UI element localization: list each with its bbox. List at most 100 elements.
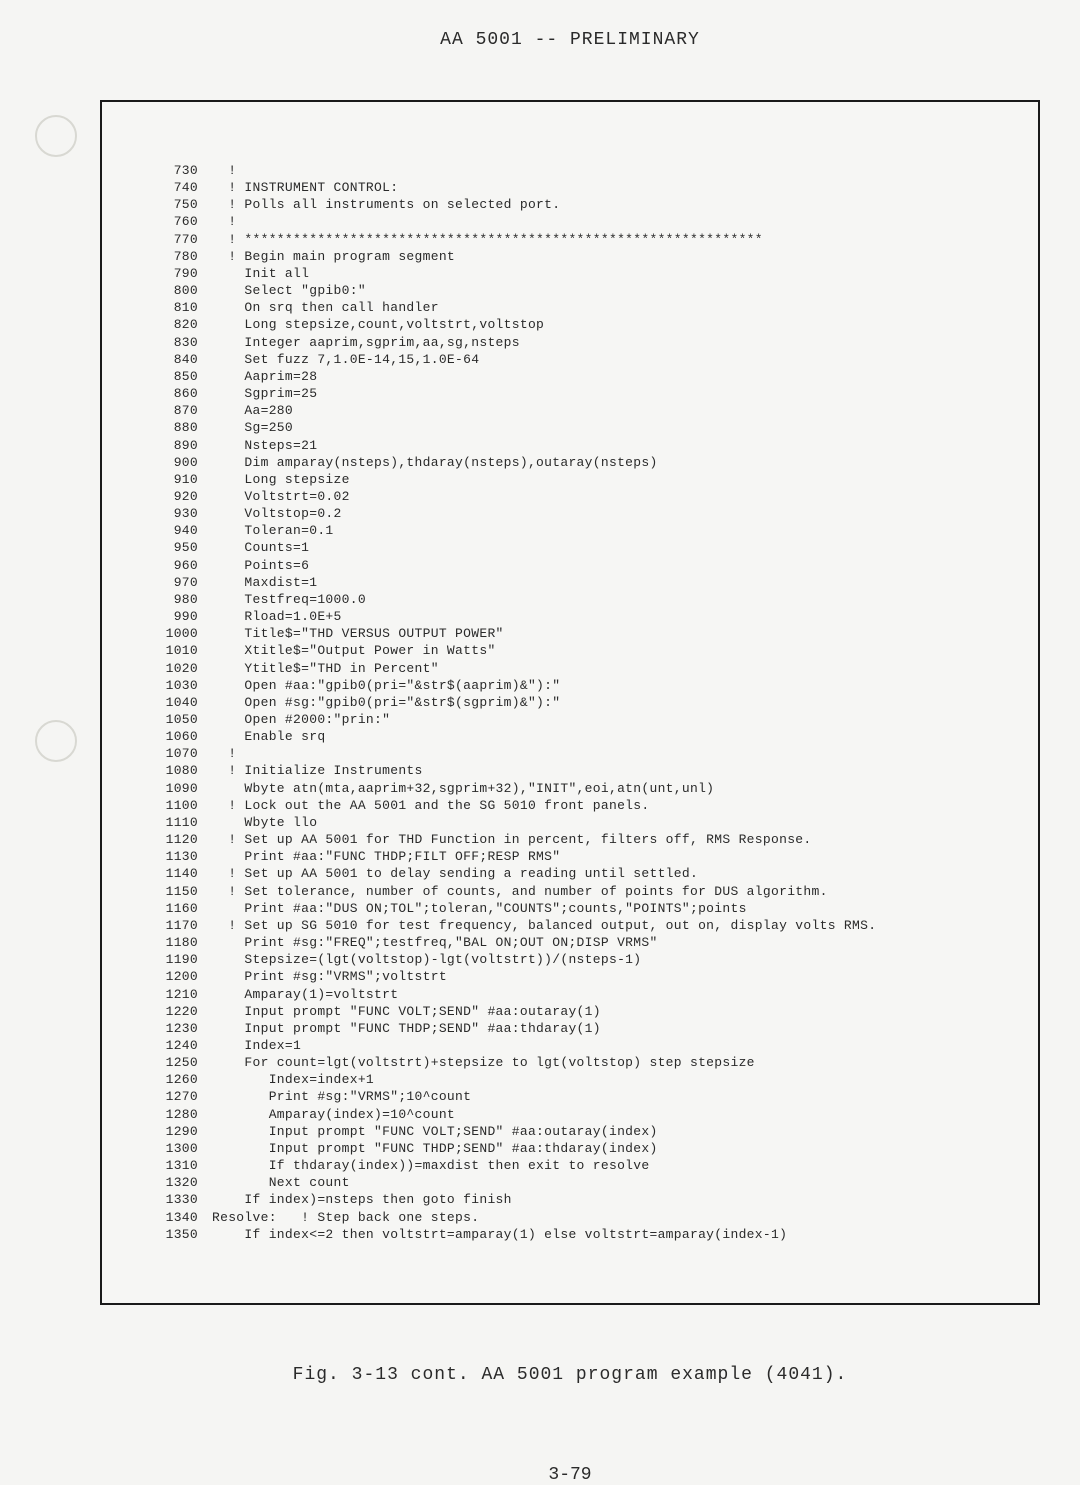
line-number: 900 xyxy=(152,454,212,471)
line-number: 970 xyxy=(152,574,212,591)
line-code: Resolve: ! Step back one steps. xyxy=(212,1209,998,1226)
line-code: ! xyxy=(212,213,998,230)
line-number: 1250 xyxy=(152,1054,212,1071)
code-line: 980 Testfreq=1000.0 xyxy=(152,591,998,608)
code-line: 1270 Print #sg:"VRMS";10^count xyxy=(152,1088,998,1105)
code-line: 1150 ! Set tolerance, number of counts, … xyxy=(152,883,998,900)
code-line: 1080 ! Initialize Instruments xyxy=(152,762,998,779)
line-code: Long stepsize xyxy=(212,471,998,488)
code-line: 770 ! **********************************… xyxy=(152,231,998,248)
code-line: 880 Sg=250 xyxy=(152,419,998,436)
code-line: 1180 Print #sg:"FREQ";testfreq,"BAL ON;O… xyxy=(152,934,998,951)
code-line: 1260 Index=index+1 xyxy=(152,1071,998,1088)
line-number: 1190 xyxy=(152,951,212,968)
line-number: 890 xyxy=(152,437,212,454)
line-code: ! INSTRUMENT CONTROL: xyxy=(212,179,998,196)
line-number: 1110 xyxy=(152,814,212,831)
line-number: 1010 xyxy=(152,642,212,659)
line-code: If index)=nsteps then goto finish xyxy=(212,1191,998,1208)
code-line: 1060 Enable srq xyxy=(152,728,998,745)
code-line: 820 Long stepsize,count,voltstrt,voltsto… xyxy=(152,316,998,333)
line-code: Sgprim=25 xyxy=(212,385,998,402)
line-number: 1000 xyxy=(152,625,212,642)
code-line: 1290 Input prompt "FUNC VOLT;SEND" #aa:o… xyxy=(152,1123,998,1140)
line-code: ! Set tolerance, number of counts, and n… xyxy=(212,883,998,900)
line-code: Ytitle$="THD in Percent" xyxy=(212,660,998,677)
line-code: On srq then call handler xyxy=(212,299,998,316)
code-line: 1160 Print #aa:"DUS ON;TOL";toleran,"COU… xyxy=(152,900,998,917)
code-line: 990 Rload=1.0E+5 xyxy=(152,608,998,625)
line-code: ! Set up SG 5010 for test frequency, bal… xyxy=(212,917,998,934)
line-number: 1100 xyxy=(152,797,212,814)
code-line: 1220 Input prompt "FUNC VOLT;SEND" #aa:o… xyxy=(152,1003,998,1020)
line-number: 1330 xyxy=(152,1191,212,1208)
code-line: 790 Init all xyxy=(152,265,998,282)
code-line: 930 Voltstop=0.2 xyxy=(152,505,998,522)
line-number: 1180 xyxy=(152,934,212,951)
code-line: 800 Select "gpib0:" xyxy=(152,282,998,299)
line-code: Dim amparay(nsteps),thdaray(nsteps),outa… xyxy=(212,454,998,471)
code-line: 1050 Open #2000:"prin:" xyxy=(152,711,998,728)
line-number: 1170 xyxy=(152,917,212,934)
code-line: 1300 Input prompt "FUNC THDP;SEND" #aa:t… xyxy=(152,1140,998,1157)
line-number: 910 xyxy=(152,471,212,488)
code-line: 1190 Stepsize=(lgt(voltstop)-lgt(voltstr… xyxy=(152,951,998,968)
line-number: 950 xyxy=(152,539,212,556)
line-code: Voltstrt=0.02 xyxy=(212,488,998,505)
line-number: 1310 xyxy=(152,1157,212,1174)
line-code: Print #sg:"VRMS";10^count xyxy=(212,1088,998,1105)
line-number: 1150 xyxy=(152,883,212,900)
line-number: 1220 xyxy=(152,1003,212,1020)
line-code: ! xyxy=(212,745,998,762)
line-number: 930 xyxy=(152,505,212,522)
code-line: 760 ! xyxy=(152,213,998,230)
line-code: ! xyxy=(212,162,998,179)
line-code: ! Begin main program segment xyxy=(212,248,998,265)
code-line: 900 Dim amparay(nsteps),thdaray(nsteps),… xyxy=(152,454,998,471)
line-code: Aa=280 xyxy=(212,402,998,419)
code-line: 860 Sgprim=25 xyxy=(152,385,998,402)
code-line: 1030 Open #aa:"gpib0(pri="&str$(aaprim)&… xyxy=(152,677,998,694)
code-line: 780 ! Begin main program segment xyxy=(152,248,998,265)
line-code: Testfreq=1000.0 xyxy=(212,591,998,608)
line-number: 870 xyxy=(152,402,212,419)
code-listing-box: 730 !740 ! INSTRUMENT CONTROL:750 ! Poll… xyxy=(100,100,1040,1305)
line-code: Input prompt "FUNC VOLT;SEND" #aa:outara… xyxy=(212,1003,998,1020)
line-number: 1240 xyxy=(152,1037,212,1054)
line-number: 1320 xyxy=(152,1174,212,1191)
line-number: 770 xyxy=(152,231,212,248)
line-code: Input prompt "FUNC VOLT;SEND" #aa:outara… xyxy=(212,1123,998,1140)
line-number: 1300 xyxy=(152,1140,212,1157)
line-code: Init all xyxy=(212,265,998,282)
line-code: Long stepsize,count,voltstrt,voltstop xyxy=(212,316,998,333)
line-number: 800 xyxy=(152,282,212,299)
line-code: ! Lock out the AA 5001 and the SG 5010 f… xyxy=(212,797,998,814)
line-number: 1140 xyxy=(152,865,212,882)
line-number: 1160 xyxy=(152,900,212,917)
code-line: 890 Nsteps=21 xyxy=(152,437,998,454)
code-line: 1170 ! Set up SG 5010 for test frequency… xyxy=(152,917,998,934)
page-number: 3-79 xyxy=(100,1465,1040,1485)
code-line: 830 Integer aaprim,sgprim,aa,sg,nsteps xyxy=(152,334,998,351)
line-number: 1030 xyxy=(152,677,212,694)
line-number: 1260 xyxy=(152,1071,212,1088)
line-code: Print #sg:"FREQ";testfreq,"BAL ON;OUT ON… xyxy=(212,934,998,951)
line-number: 1090 xyxy=(152,780,212,797)
line-code: Open #sg:"gpib0(pri="&str$(sgprim)&"):" xyxy=(212,694,998,711)
code-line: 910 Long stepsize xyxy=(152,471,998,488)
line-number: 750 xyxy=(152,196,212,213)
code-line: 1240 Index=1 xyxy=(152,1037,998,1054)
line-code: Nsteps=21 xyxy=(212,437,998,454)
line-number: 760 xyxy=(152,213,212,230)
line-number: 1040 xyxy=(152,694,212,711)
line-code: Amparay(index)=10^count xyxy=(212,1106,998,1123)
line-code: Input prompt "FUNC THDP;SEND" #aa:thdara… xyxy=(212,1140,998,1157)
line-number: 1060 xyxy=(152,728,212,745)
line-code: Maxdist=1 xyxy=(212,574,998,591)
code-line: 920 Voltstrt=0.02 xyxy=(152,488,998,505)
line-code: Index=index+1 xyxy=(212,1071,998,1088)
code-line: 1230 Input prompt "FUNC THDP;SEND" #aa:t… xyxy=(152,1020,998,1037)
code-line: 1110 Wbyte llo xyxy=(152,814,998,831)
line-number: 780 xyxy=(152,248,212,265)
line-code: Points=6 xyxy=(212,557,998,574)
